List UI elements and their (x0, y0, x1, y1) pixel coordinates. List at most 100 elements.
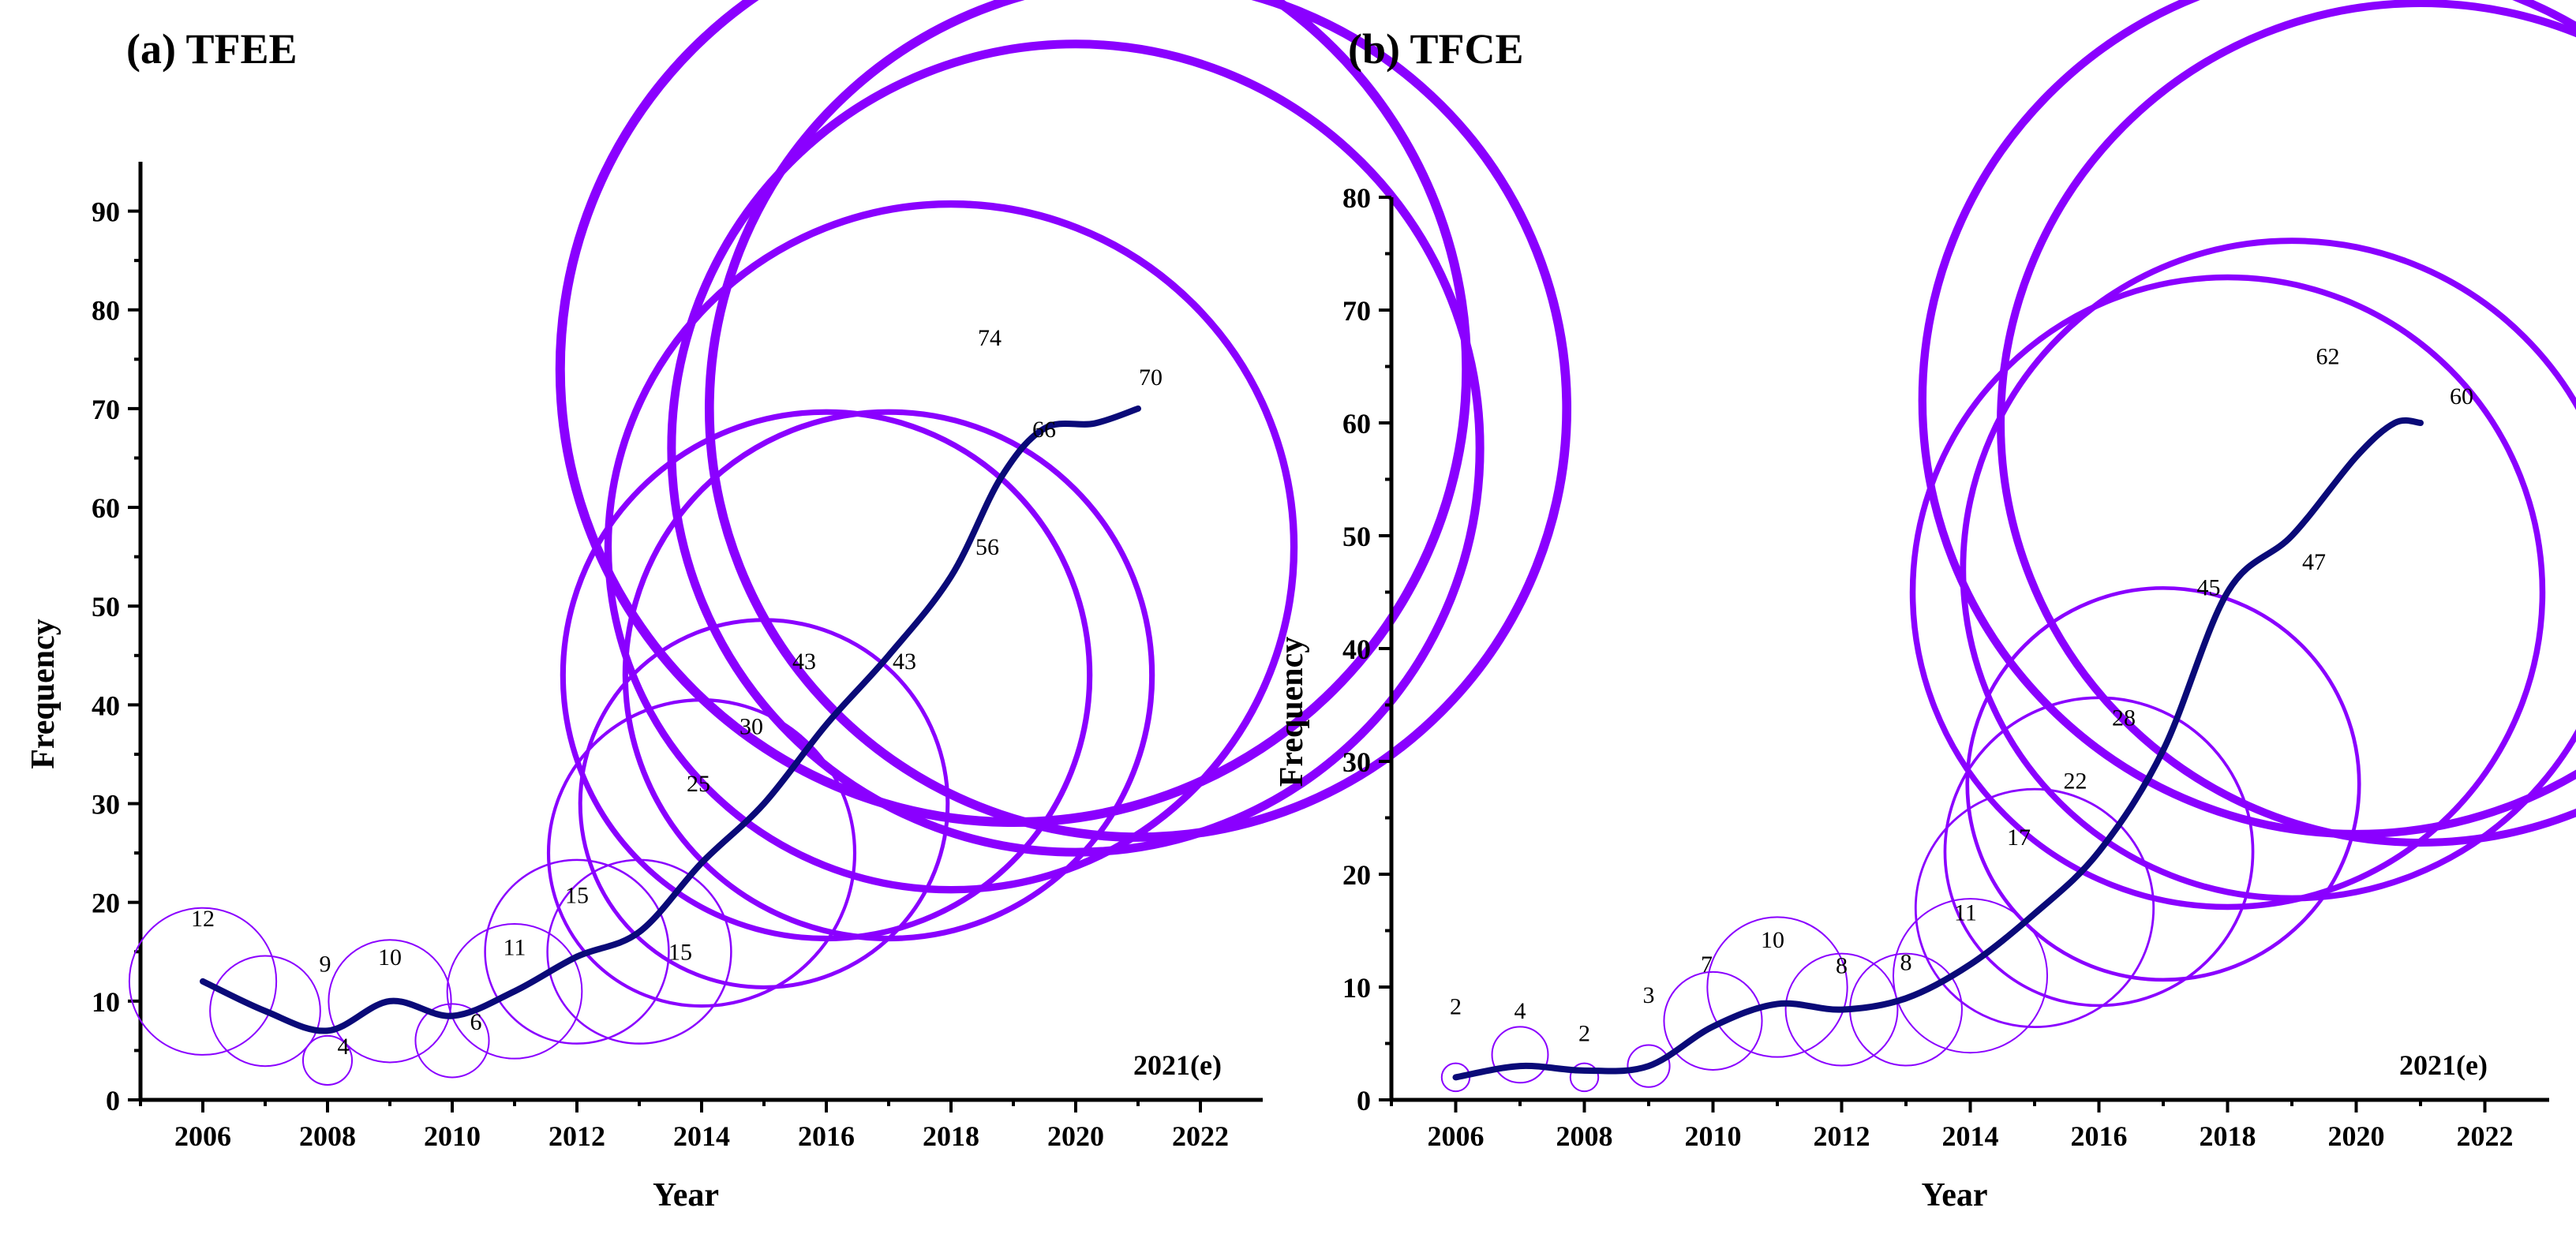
bubble-point (1784, 952, 1899, 1067)
data-label: 8 (1900, 950, 1912, 976)
bubble-point (1965, 586, 2361, 982)
data-label: 25 (687, 771, 710, 797)
data-label: 4 (338, 1034, 350, 1060)
data-label: 22 (2064, 768, 2087, 794)
y-tick-label: 0 (1357, 1085, 1371, 1116)
x-tick-label: 2018 (923, 1120, 979, 1152)
x-tick-label: 2006 (174, 1120, 231, 1152)
trend-line (200, 405, 1141, 1034)
x-tick-label: 2012 (549, 1120, 605, 1152)
bubble-point (301, 1034, 354, 1086)
estimate-note: 2021(e) (1133, 1049, 1222, 1081)
bubble-point (1706, 916, 1848, 1058)
bubble-point (1914, 787, 2155, 1029)
bubble-point (328, 939, 452, 1064)
bubble-point (414, 1003, 490, 1079)
data-label: 17 (2007, 825, 2031, 851)
bubble-point (1960, 237, 2576, 902)
x-tick-label: 2010 (424, 1120, 481, 1152)
bubble-point (1491, 1026, 1549, 1084)
data-label: 12 (191, 906, 215, 932)
x-tick-label: 2014 (1942, 1120, 1999, 1152)
bubble-point (560, 409, 1093, 942)
y-axis-label: Frequency (1274, 637, 1310, 787)
y-tick-label: 10 (1342, 972, 1371, 1004)
data-label: 28 (2112, 705, 2136, 731)
y-tick-label: 50 (1342, 521, 1371, 552)
bubble-point (555, 0, 1472, 827)
data-label: 15 (668, 939, 692, 965)
bubble-point (209, 955, 321, 1068)
y-tick-label: 80 (92, 295, 120, 327)
data-label: 6 (470, 1009, 482, 1035)
x-tick-label: 2020 (2328, 1120, 2385, 1152)
y-tick-label: 70 (92, 394, 120, 425)
data-label: 2 (1450, 993, 1462, 1019)
y-tick-label: 90 (92, 196, 120, 228)
data-label: 47 (2302, 549, 2326, 575)
y-tick-label: 60 (92, 492, 120, 524)
y-axis-label: Frequency (25, 619, 62, 769)
y-tick-label: 20 (92, 888, 120, 919)
bubble-point (1997, 0, 2576, 847)
y-tick-label: 40 (92, 690, 120, 721)
trend-line (1452, 417, 2424, 1081)
data-label: 7 (1701, 952, 1713, 978)
x-tick-label: 2020 (1047, 1120, 1104, 1152)
data-label: 60 (2450, 383, 2473, 409)
data-label: 4 (1515, 998, 1526, 1024)
x-tick-label: 2006 (1428, 1120, 1485, 1152)
bubble-point (622, 409, 1155, 942)
estimate-note: 2021(e) (2399, 1049, 2488, 1081)
data-label: 66 (1032, 417, 1056, 443)
bubble-point (484, 858, 670, 1045)
y-tick-label: 20 (1342, 859, 1371, 891)
x-tick-label: 2014 (673, 1120, 730, 1152)
data-label: 3 (1643, 982, 1655, 1008)
y-tick-label: 10 (92, 986, 120, 1018)
x-tick-label: 2008 (1556, 1120, 1613, 1152)
x-tick-label: 2022 (2457, 1120, 2514, 1152)
bubble-point (1663, 970, 1763, 1071)
data-label: 15 (565, 882, 589, 908)
bubble-point (1918, 0, 2576, 839)
bubble-point (667, 39, 1485, 857)
data-label: 62 (2316, 343, 2340, 369)
y-tick-label: 40 (1342, 634, 1371, 665)
chart-title-tfee: (a) TFEE (126, 25, 298, 73)
y-tick-label: 0 (106, 1085, 120, 1116)
data-label: 10 (1761, 927, 1784, 953)
bubble-point (1892, 898, 2049, 1054)
y-tick-label: 50 (92, 591, 120, 623)
data-label: 45 (2197, 575, 2221, 601)
bubble-point (1627, 1044, 1671, 1088)
data-label: 2 (1578, 1020, 1590, 1046)
bubble-point (604, 200, 1298, 894)
x-tick-label: 2022 (1172, 1120, 1229, 1152)
chart-title-tfce: (b) TFCE (1348, 25, 1524, 73)
data-label: 56 (975, 534, 999, 560)
data-label: 30 (739, 714, 763, 740)
data-label: 11 (1954, 900, 1977, 926)
data-label: 43 (792, 649, 816, 675)
x-tick-label: 2016 (798, 1120, 855, 1152)
x-axis-label: Year (1922, 1177, 1988, 1213)
y-tick-label: 30 (92, 789, 120, 821)
chart-panel-tfce: (b) TFCE 0 10 20 30 40 50 60 70 80 2006 2008 2010 20… (1274, 0, 2576, 1213)
bubble-point (705, 0, 1571, 842)
data-label: 11 (504, 934, 526, 960)
x-tick-label: 2016 (2071, 1120, 2128, 1152)
data-label: 70 (1139, 365, 1163, 391)
bubble-point (128, 907, 278, 1056)
y-tick-label: 30 (1342, 746, 1371, 778)
bubble-point (1569, 1062, 1600, 1093)
y-tick-label: 60 (1342, 408, 1371, 439)
x-tick-label: 2012 (1814, 1120, 1870, 1152)
x-tick-label: 2010 (1685, 1120, 1742, 1152)
y-tick-label: 70 (1342, 295, 1371, 327)
x-tick-label: 2018 (2200, 1120, 2256, 1152)
data-label: 43 (893, 649, 916, 675)
bubble-point (1909, 274, 2546, 911)
